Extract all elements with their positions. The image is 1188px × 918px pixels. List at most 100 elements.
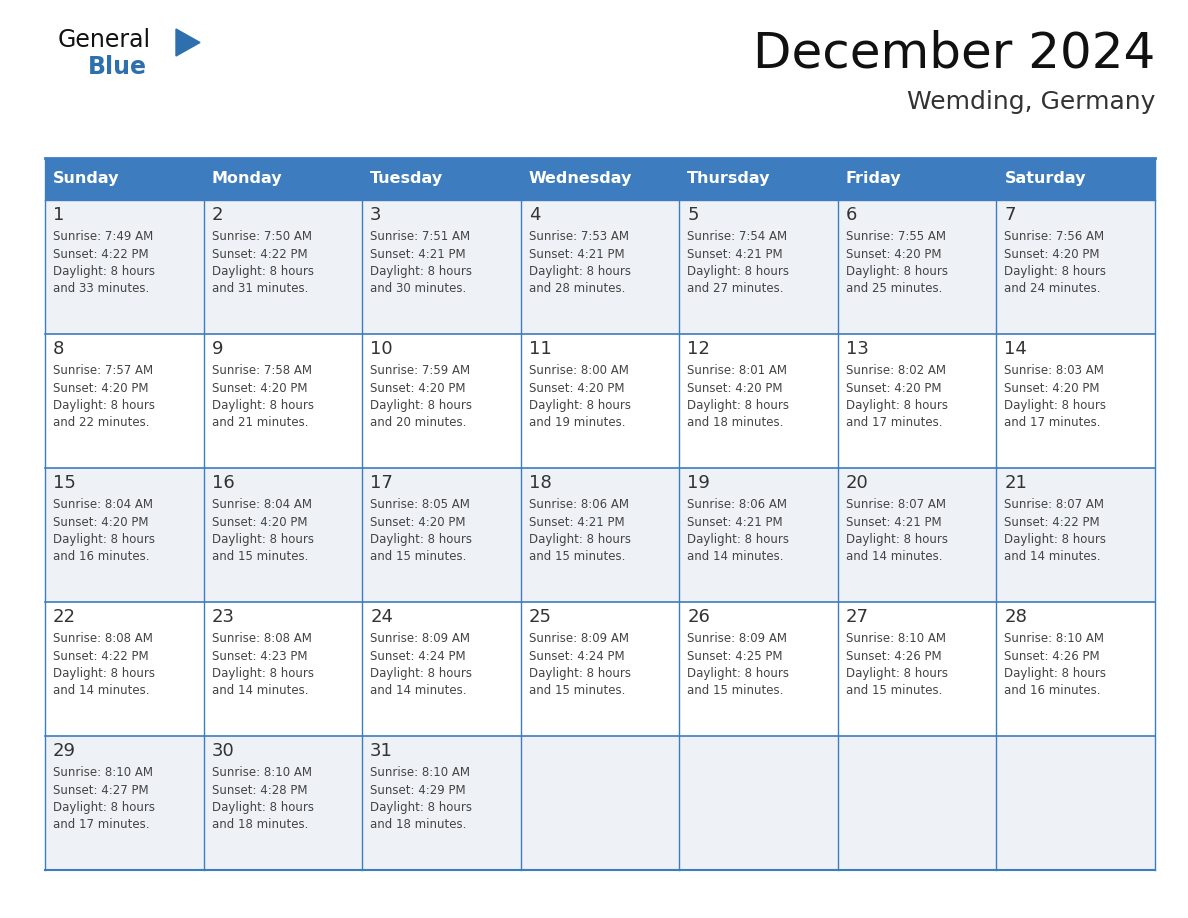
Text: Wednesday: Wednesday: [529, 172, 632, 186]
Text: Sunset: 4:20 PM: Sunset: 4:20 PM: [1004, 382, 1100, 395]
Bar: [680, 158, 838, 200]
Text: Daylight: 8 hours: Daylight: 8 hours: [53, 801, 154, 814]
Text: 16: 16: [211, 474, 234, 492]
Text: Monday: Monday: [211, 172, 283, 186]
Text: 27: 27: [846, 608, 868, 626]
Text: Sunset: 4:20 PM: Sunset: 4:20 PM: [211, 516, 307, 529]
Text: Sunset: 4:21 PM: Sunset: 4:21 PM: [688, 516, 783, 529]
Text: Daylight: 8 hours: Daylight: 8 hours: [371, 265, 472, 278]
Text: Sunday: Sunday: [53, 172, 120, 186]
Text: 12: 12: [688, 340, 710, 358]
Text: Sunset: 4:20 PM: Sunset: 4:20 PM: [688, 382, 783, 395]
Text: Sunrise: 8:10 AM: Sunrise: 8:10 AM: [371, 766, 470, 779]
Text: 15: 15: [53, 474, 76, 492]
Text: Sunrise: 8:10 AM: Sunrise: 8:10 AM: [846, 632, 946, 645]
Text: Sunset: 4:21 PM: Sunset: 4:21 PM: [529, 516, 625, 529]
Text: and 14 minutes.: and 14 minutes.: [53, 685, 150, 698]
Text: Sunrise: 8:10 AM: Sunrise: 8:10 AM: [53, 766, 153, 779]
Text: and 17 minutes.: and 17 minutes.: [1004, 417, 1101, 430]
Text: Daylight: 8 hours: Daylight: 8 hours: [211, 265, 314, 278]
Text: and 15 minutes.: and 15 minutes.: [529, 685, 625, 698]
Text: Sunset: 4:21 PM: Sunset: 4:21 PM: [529, 248, 625, 261]
Bar: [362, 334, 520, 468]
Text: Daylight: 8 hours: Daylight: 8 hours: [846, 533, 948, 546]
Text: Sunrise: 8:06 AM: Sunrise: 8:06 AM: [529, 498, 628, 511]
Text: Daylight: 8 hours: Daylight: 8 hours: [1004, 265, 1106, 278]
Bar: [520, 468, 680, 602]
Bar: [203, 468, 362, 602]
Text: Sunrise: 8:09 AM: Sunrise: 8:09 AM: [529, 632, 628, 645]
Text: and 15 minutes.: and 15 minutes.: [846, 685, 942, 698]
Text: and 17 minutes.: and 17 minutes.: [846, 417, 942, 430]
Text: December 2024: December 2024: [753, 30, 1155, 78]
Bar: [520, 200, 680, 334]
Text: 3: 3: [371, 206, 381, 224]
Text: General: General: [58, 28, 151, 52]
Bar: [997, 334, 1155, 468]
Text: and 28 minutes.: and 28 minutes.: [529, 283, 625, 296]
Text: Sunset: 4:21 PM: Sunset: 4:21 PM: [371, 248, 466, 261]
Text: Sunrise: 8:03 AM: Sunrise: 8:03 AM: [1004, 364, 1105, 377]
Text: Blue: Blue: [88, 55, 147, 79]
Text: 25: 25: [529, 608, 551, 626]
Text: and 15 minutes.: and 15 minutes.: [688, 685, 784, 698]
Text: Sunset: 4:20 PM: Sunset: 4:20 PM: [371, 516, 466, 529]
Text: 10: 10: [371, 340, 393, 358]
Text: Daylight: 8 hours: Daylight: 8 hours: [371, 801, 472, 814]
Text: 20: 20: [846, 474, 868, 492]
Text: 9: 9: [211, 340, 223, 358]
Text: Daylight: 8 hours: Daylight: 8 hours: [529, 667, 631, 680]
Text: Sunrise: 8:10 AM: Sunrise: 8:10 AM: [211, 766, 311, 779]
Text: Sunrise: 8:08 AM: Sunrise: 8:08 AM: [53, 632, 153, 645]
Text: Daylight: 8 hours: Daylight: 8 hours: [529, 533, 631, 546]
Text: Sunset: 4:24 PM: Sunset: 4:24 PM: [529, 650, 625, 663]
Text: Daylight: 8 hours: Daylight: 8 hours: [211, 533, 314, 546]
Bar: [45, 158, 203, 200]
Text: Sunset: 4:22 PM: Sunset: 4:22 PM: [1004, 516, 1100, 529]
Text: Sunrise: 8:08 AM: Sunrise: 8:08 AM: [211, 632, 311, 645]
Text: and 24 minutes.: and 24 minutes.: [1004, 283, 1101, 296]
Text: and 14 minutes.: and 14 minutes.: [211, 685, 308, 698]
Bar: [520, 736, 680, 870]
Text: 7: 7: [1004, 206, 1016, 224]
Bar: [45, 468, 203, 602]
Text: Wemding, Germany: Wemding, Germany: [906, 90, 1155, 114]
Text: Sunset: 4:20 PM: Sunset: 4:20 PM: [1004, 248, 1100, 261]
Text: Daylight: 8 hours: Daylight: 8 hours: [688, 667, 789, 680]
Text: Sunrise: 8:05 AM: Sunrise: 8:05 AM: [371, 498, 470, 511]
Text: Sunset: 4:24 PM: Sunset: 4:24 PM: [371, 650, 466, 663]
Text: Sunrise: 7:49 AM: Sunrise: 7:49 AM: [53, 230, 153, 243]
Text: Daylight: 8 hours: Daylight: 8 hours: [1004, 399, 1106, 412]
Text: Daylight: 8 hours: Daylight: 8 hours: [211, 399, 314, 412]
Text: 8: 8: [53, 340, 64, 358]
Text: 22: 22: [53, 608, 76, 626]
Text: 4: 4: [529, 206, 541, 224]
Text: Sunrise: 8:01 AM: Sunrise: 8:01 AM: [688, 364, 788, 377]
Text: and 15 minutes.: and 15 minutes.: [529, 551, 625, 564]
Text: Sunrise: 7:53 AM: Sunrise: 7:53 AM: [529, 230, 628, 243]
Text: 29: 29: [53, 742, 76, 760]
Text: Sunrise: 8:09 AM: Sunrise: 8:09 AM: [371, 632, 470, 645]
Text: and 19 minutes.: and 19 minutes.: [529, 417, 625, 430]
Text: Sunrise: 8:09 AM: Sunrise: 8:09 AM: [688, 632, 788, 645]
Text: 26: 26: [688, 608, 710, 626]
Text: Daylight: 8 hours: Daylight: 8 hours: [1004, 533, 1106, 546]
Text: Daylight: 8 hours: Daylight: 8 hours: [53, 667, 154, 680]
Text: and 25 minutes.: and 25 minutes.: [846, 283, 942, 296]
Bar: [680, 334, 838, 468]
Text: and 15 minutes.: and 15 minutes.: [371, 551, 467, 564]
Bar: [680, 602, 838, 736]
Text: Sunrise: 8:06 AM: Sunrise: 8:06 AM: [688, 498, 788, 511]
Bar: [362, 736, 520, 870]
Bar: [45, 736, 203, 870]
Text: Sunrise: 7:56 AM: Sunrise: 7:56 AM: [1004, 230, 1105, 243]
Text: Sunset: 4:27 PM: Sunset: 4:27 PM: [53, 783, 148, 797]
Text: 5: 5: [688, 206, 699, 224]
Text: Sunset: 4:28 PM: Sunset: 4:28 PM: [211, 783, 307, 797]
Text: and 21 minutes.: and 21 minutes.: [211, 417, 308, 430]
Text: Sunset: 4:22 PM: Sunset: 4:22 PM: [53, 248, 148, 261]
Text: 31: 31: [371, 742, 393, 760]
Text: Sunrise: 7:54 AM: Sunrise: 7:54 AM: [688, 230, 788, 243]
Text: and 17 minutes.: and 17 minutes.: [53, 819, 150, 832]
Bar: [838, 736, 997, 870]
